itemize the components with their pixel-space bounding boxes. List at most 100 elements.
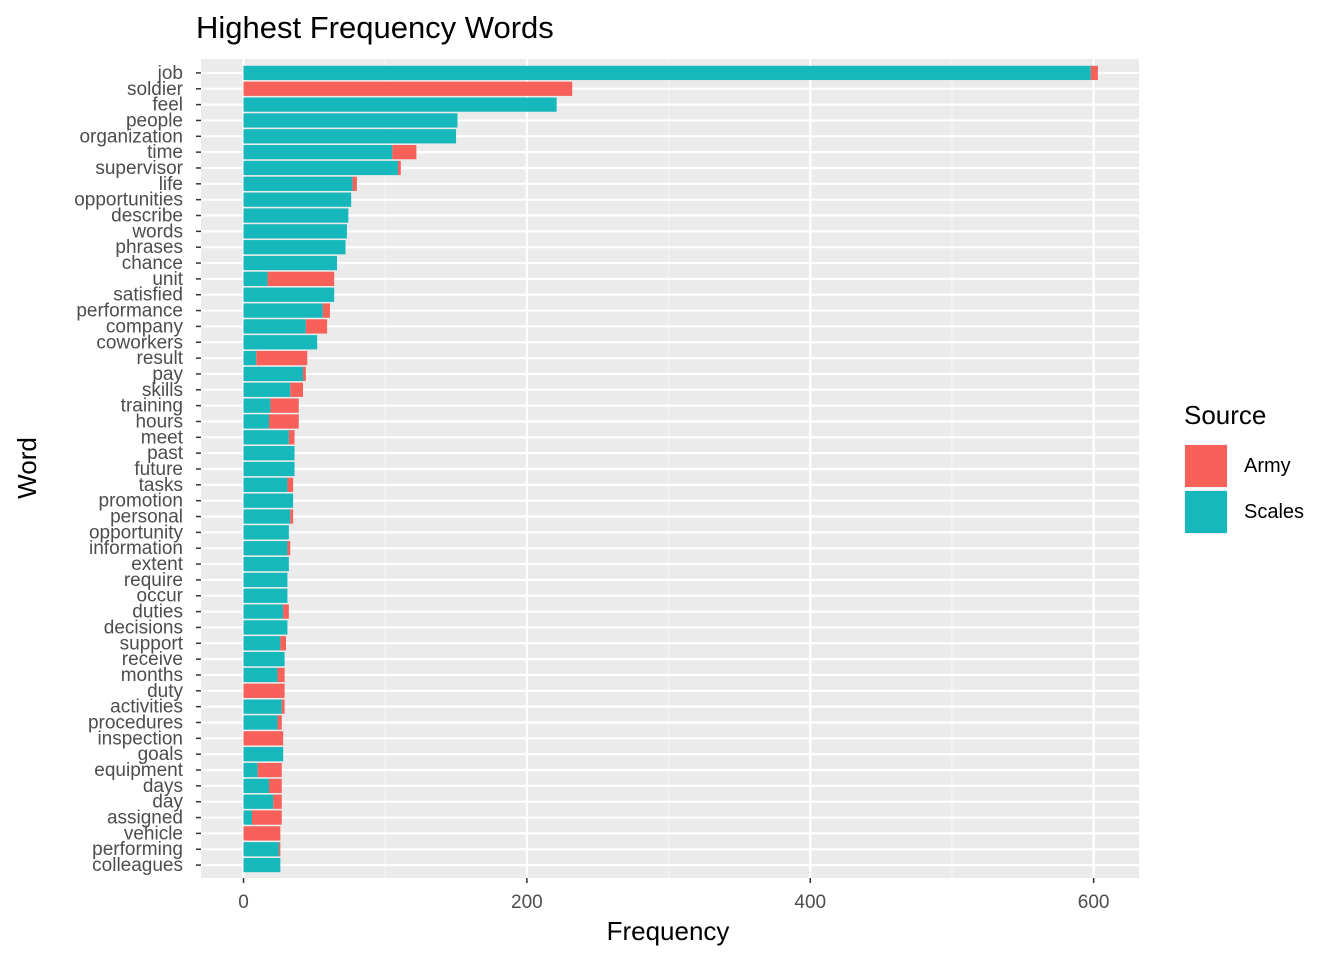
bar-scales-pay bbox=[243, 366, 304, 382]
y-tick-label: skills bbox=[142, 380, 183, 401]
y-tick-label: duties bbox=[132, 602, 183, 623]
y-tick-label: goals bbox=[138, 744, 183, 765]
bar-army-days bbox=[269, 778, 282, 793]
bar-army-supervisor bbox=[397, 160, 401, 176]
y-tick-label: performing bbox=[92, 839, 183, 860]
y-tick-label: require bbox=[124, 570, 183, 591]
y-tick-label: vehicle bbox=[124, 823, 183, 844]
bar-scales-chance bbox=[243, 255, 338, 271]
bar-scales-words bbox=[243, 224, 347, 239]
legend-key-army bbox=[1184, 444, 1228, 488]
bar-army-procedures bbox=[277, 715, 282, 730]
y-tick-label: soldier bbox=[127, 79, 184, 100]
y-tick-label: inspection bbox=[97, 728, 183, 749]
bar-army-support bbox=[280, 636, 287, 651]
y-tick-label: hours bbox=[135, 411, 183, 432]
bar-army-activities bbox=[281, 699, 285, 714]
bar-scales-skills bbox=[243, 382, 291, 397]
y-tick-label: day bbox=[152, 792, 183, 813]
y-axis-ticks: jobsoldierfeelpeopleorganizationtimesupe… bbox=[74, 63, 201, 876]
y-tick-label: equipment bbox=[94, 760, 183, 781]
legend-title: Source bbox=[1184, 400, 1267, 430]
y-tick-label: decisions bbox=[104, 617, 183, 638]
chart-title: Highest Frequency Words bbox=[196, 10, 554, 45]
bar-army-training bbox=[270, 398, 299, 413]
bar-scales-months bbox=[243, 667, 278, 683]
bar-scales-life bbox=[243, 176, 353, 191]
bar-scales-supervisor bbox=[243, 160, 398, 176]
x-tick-label: 200 bbox=[511, 892, 543, 913]
bar-army-result bbox=[256, 350, 308, 366]
y-tick-label: satisfied bbox=[113, 285, 183, 306]
y-tick-label: unit bbox=[152, 269, 183, 290]
y-tick-label: describe bbox=[111, 206, 183, 227]
y-tick-label: result bbox=[137, 348, 184, 369]
y-tick-label: organization bbox=[79, 126, 183, 147]
y-tick-label: information bbox=[89, 538, 183, 559]
bar-scales-past bbox=[243, 446, 295, 461]
y-tick-label: meet bbox=[141, 427, 184, 448]
bar-army-months bbox=[277, 667, 285, 683]
bar-army-assigned bbox=[252, 810, 282, 825]
bar-scales-performance bbox=[243, 303, 323, 318]
y-tick-label: tasks bbox=[139, 475, 183, 496]
legend-label-army: Army bbox=[1244, 454, 1291, 477]
x-tick-label: 0 bbox=[238, 892, 249, 913]
bar-scales-day bbox=[243, 794, 274, 809]
bar-army-company bbox=[305, 319, 328, 334]
bar-army-performing bbox=[278, 842, 281, 857]
bar-army-meet bbox=[288, 430, 295, 445]
y-tick-label: duty bbox=[147, 681, 183, 702]
y-tick-label: extent bbox=[131, 554, 183, 575]
bar-scales-personal bbox=[243, 509, 291, 524]
bar-army-inspection bbox=[243, 731, 284, 746]
bar-scales-duties bbox=[243, 604, 284, 619]
bar-scales-organization bbox=[243, 129, 457, 144]
bar-army-tasks bbox=[287, 477, 294, 492]
y-tick-label: people bbox=[126, 110, 183, 131]
bar-scales-phrases bbox=[243, 240, 346, 255]
bar-scales-promotion bbox=[243, 493, 294, 508]
bar-army-duty bbox=[243, 683, 285, 698]
y-tick-label: opportunity bbox=[89, 522, 184, 543]
y-tick-label: pay bbox=[152, 364, 183, 385]
y-tick-label: life bbox=[159, 174, 183, 195]
bar-scales-goals bbox=[243, 747, 284, 762]
y-tick-label: personal bbox=[110, 507, 183, 528]
y-axis-title: Word bbox=[12, 437, 42, 499]
bar-scales-support bbox=[243, 636, 281, 651]
bars bbox=[243, 65, 1098, 873]
bar-scales-days bbox=[243, 778, 270, 793]
bar-army-skills bbox=[290, 382, 304, 397]
y-tick-label: support bbox=[120, 633, 184, 654]
y-tick-label: colleagues bbox=[92, 855, 183, 876]
bar-scales-training bbox=[243, 398, 271, 413]
x-axis-ticks: 0 200 400 600 bbox=[238, 878, 1110, 913]
x-axis-title: Frequency bbox=[607, 916, 730, 946]
bar-scales-equipment bbox=[243, 762, 258, 778]
legend-item-scales: Scales bbox=[1184, 489, 1304, 535]
bar-army-unit bbox=[267, 271, 335, 287]
y-tick-label: promotion bbox=[99, 491, 184, 512]
y-tick-label: days bbox=[143, 776, 183, 797]
bar-scales-receive bbox=[243, 651, 285, 667]
bar-scales-assigned bbox=[243, 810, 253, 825]
y-tick-label: assigned bbox=[107, 808, 183, 829]
y-tick-label: performance bbox=[76, 301, 183, 322]
legend-item-army: Army bbox=[1184, 443, 1304, 489]
y-tick-label: job bbox=[157, 63, 183, 84]
bar-scales-feel bbox=[243, 97, 557, 112]
bar-scales-hours bbox=[243, 414, 270, 429]
y-tick-label: supervisor bbox=[95, 158, 183, 179]
y-tick-label: opportunities bbox=[74, 190, 183, 211]
y-tick-label: feel bbox=[152, 95, 183, 116]
y-tick-label: training bbox=[121, 396, 183, 417]
bar-scales-coworkers bbox=[243, 335, 318, 350]
y-tick-label: receive bbox=[122, 649, 183, 670]
bar-scales-extent bbox=[243, 556, 289, 572]
bar-scales-opportunities bbox=[243, 192, 352, 207]
bar-scales-activities bbox=[243, 699, 282, 714]
bar-scales-result bbox=[243, 350, 257, 366]
bar-army-pay bbox=[303, 366, 306, 382]
